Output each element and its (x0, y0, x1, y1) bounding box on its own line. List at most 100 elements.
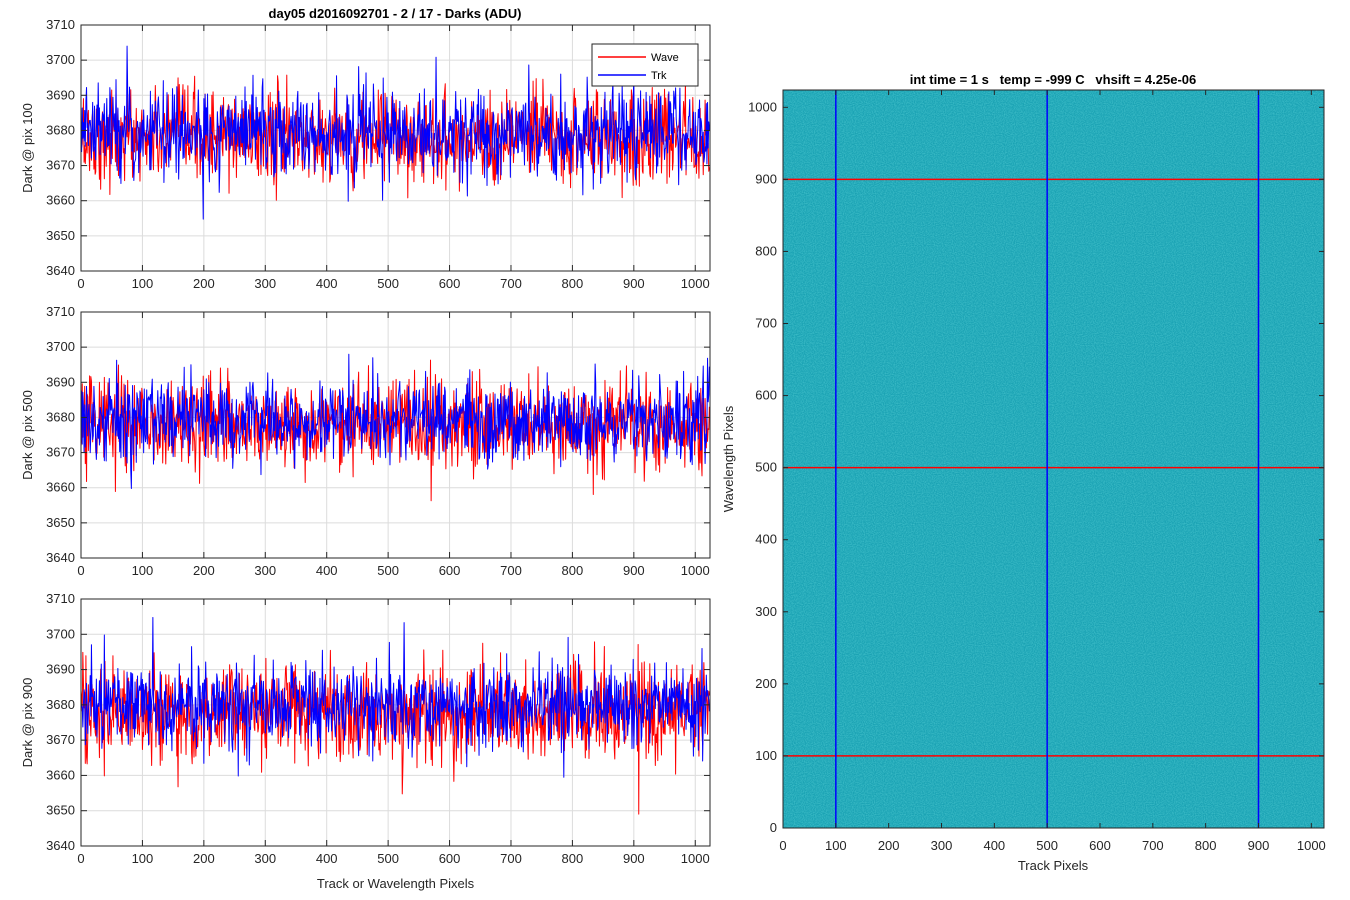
image-noise (783, 90, 1324, 828)
x-tick-label: 800 (562, 851, 584, 866)
y-tick-label: 3710 (46, 591, 75, 606)
x-tick-label: 600 (439, 851, 461, 866)
image-y-tick-label: 300 (755, 604, 777, 619)
x-tick-label: 900 (623, 276, 645, 291)
plot-frame (80, 24, 711, 272)
plot-frame (80, 598, 711, 847)
x-tick-label: 700 (500, 851, 522, 866)
legend-trk-label: Trk (651, 70, 667, 82)
image-y-tick-label: 100 (755, 748, 777, 763)
x-tick-label: 200 (193, 276, 215, 291)
x-tick-label: 300 (254, 276, 276, 291)
x-tick-label: 800 (562, 276, 584, 291)
x-tick-label: 0 (77, 851, 84, 866)
y-axis-label: Dark @ pix 500 (20, 390, 35, 480)
x-tick-label: 500 (377, 563, 399, 578)
series-line-trk (80, 45, 710, 220)
y-tick-label: 3670 (46, 445, 75, 460)
y-tick-label: 3670 (46, 158, 75, 173)
dark-frame-image-plot: int time = 1 s temp = -999 C vhsift = 4.… (721, 72, 1326, 873)
image-y-tick-label: 1000 (748, 99, 777, 114)
y-tick-label: 3650 (46, 228, 75, 243)
legend: Wave Trk (591, 43, 699, 87)
x-tick-label: 0 (77, 563, 84, 578)
y-tick-label: 3700 (46, 339, 75, 354)
x-tick-label: 700 (500, 276, 522, 291)
x-tick-label: 1000 (681, 276, 710, 291)
series-line-trk (80, 353, 710, 489)
y-tick-label: 3650 (46, 515, 75, 530)
y-axis-label: Dark @ pix 900 (20, 678, 35, 768)
image-x-axis-label: Track Pixels (1018, 858, 1089, 873)
image-x-tick-label: 0 (779, 838, 786, 853)
image-x-tick-label: 700 (1142, 838, 1164, 853)
y-tick-label: 3710 (46, 304, 75, 319)
image-x-tick-label: 400 (983, 838, 1005, 853)
image-y-tick-label: 600 (755, 388, 777, 403)
y-tick-label: 3650 (46, 803, 75, 818)
y-axis-label: Dark @ pix 100 (20, 103, 35, 193)
y-tick-label: 3680 (46, 122, 75, 137)
line-plot-pix-900: 0 100 200 300 400 500 600 700 800 900 1000 3640 3650… (20, 591, 711, 891)
image-y-axis-label: Wavelength Pixels (721, 405, 736, 512)
image-y-tick-label: 400 (755, 532, 777, 547)
image-x-tick-label: 100 (825, 838, 847, 853)
image-x-tick-label: 200 (878, 838, 900, 853)
x-axis-label: Track or Wavelength Pixels (317, 876, 475, 891)
y-tick-label: 3680 (46, 697, 75, 712)
legend-wave-label: Wave (651, 52, 679, 64)
y-tick-label: 3690 (46, 87, 75, 102)
image-y-tick-label: 200 (755, 676, 777, 691)
plot-frame (80, 311, 711, 559)
x-tick-label: 400 (316, 276, 338, 291)
image-y-tick-label: 700 (755, 316, 777, 331)
y-tick-label: 3680 (46, 409, 75, 424)
x-tick-label: 400 (316, 563, 338, 578)
image-x-tick-label: 600 (1089, 838, 1111, 853)
image-x-tick-label: 800 (1195, 838, 1217, 853)
image-frame (782, 89, 1325, 829)
x-tick-label: 600 (439, 276, 461, 291)
x-tick-label: 300 (254, 563, 276, 578)
image-x-tick-label: 1000 (1297, 838, 1326, 853)
image-x-tick-label: 300 (931, 838, 953, 853)
x-tick-label: 700 (500, 563, 522, 578)
legend-box (591, 43, 699, 87)
y-tick-label: 3700 (46, 52, 75, 67)
y-tick-label: 3690 (46, 662, 75, 677)
x-tick-label: 1000 (681, 563, 710, 578)
image-x-tick-label: 900 (1248, 838, 1270, 853)
image-y-tick-label: 500 (755, 460, 777, 475)
x-tick-label: 900 (623, 563, 645, 578)
image-y-tick-label: 800 (755, 243, 777, 258)
x-tick-label: 1000 (681, 851, 710, 866)
line-plot-pix-500: 0 100 200 300 400 500 600 700 800 900 1000 3640 3650… (20, 304, 711, 578)
image-y-tick-label: 900 (755, 171, 777, 186)
x-tick-label: 100 (132, 563, 154, 578)
x-tick-label: 100 (132, 276, 154, 291)
x-tick-label: 600 (439, 563, 461, 578)
x-tick-label: 100 (132, 851, 154, 866)
figure-title: day05 d2016092701 - 2 / 17 - Darks (ADU) (269, 6, 522, 21)
y-tick-label: 3700 (46, 626, 75, 641)
x-tick-label: 0 (77, 276, 84, 291)
y-tick-label: 3660 (46, 193, 75, 208)
x-tick-label: 500 (377, 276, 399, 291)
y-tick-label: 3710 (46, 17, 75, 32)
x-tick-label: 300 (254, 851, 276, 866)
x-tick-label: 500 (377, 851, 399, 866)
y-tick-label: 3660 (46, 767, 75, 782)
image-y-tick-label: 0 (770, 820, 777, 835)
image-x-tick-label: 500 (1036, 838, 1058, 853)
y-tick-label: 3690 (46, 374, 75, 389)
y-tick-label: 3640 (46, 550, 75, 565)
x-tick-label: 200 (193, 851, 215, 866)
series-line-trk (80, 616, 710, 778)
y-tick-label: 3640 (46, 263, 75, 278)
y-tick-label: 3660 (46, 480, 75, 495)
y-tick-label: 3640 (46, 838, 75, 853)
x-tick-label: 200 (193, 563, 215, 578)
x-tick-label: 400 (316, 851, 338, 866)
x-tick-label: 900 (623, 851, 645, 866)
